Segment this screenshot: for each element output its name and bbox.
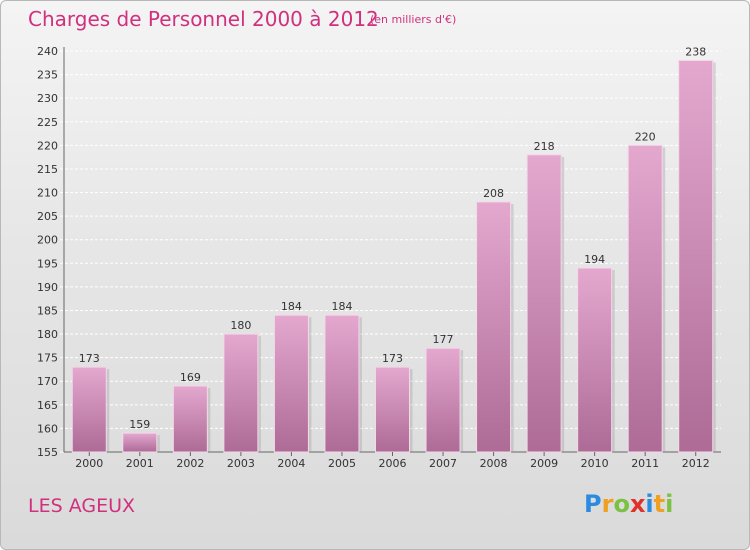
bar (325, 315, 359, 452)
bar (477, 202, 511, 452)
data-label: 194 (584, 253, 605, 266)
data-label: 173 (79, 352, 100, 365)
data-label: 159 (129, 418, 150, 431)
y-tick-label: 235 (37, 69, 58, 82)
data-label: 169 (180, 371, 201, 384)
data-label: 184 (281, 300, 302, 313)
place-name: LES AGEUX (28, 495, 135, 517)
bar (123, 433, 157, 452)
x-tick-label: 2005 (328, 457, 356, 470)
x-tick-label: 2011 (631, 457, 659, 470)
data-label: 173 (382, 352, 403, 365)
y-tick-label: 200 (37, 234, 58, 247)
x-tick-label: 2001 (126, 457, 154, 470)
x-tick-label: 2004 (277, 457, 305, 470)
y-tick-label: 160 (37, 422, 58, 435)
proxiti-logo: Proxiti (584, 490, 673, 518)
y-tick-label: 225 (37, 116, 58, 129)
x-tick-label: 2006 (379, 457, 407, 470)
y-tick-label: 210 (37, 187, 58, 200)
logo-letter: i (665, 490, 673, 518)
x-tick-label: 2012 (682, 457, 710, 470)
logo-letter: o (613, 490, 630, 518)
bar (578, 268, 612, 452)
bar (628, 145, 662, 452)
data-label: 184 (331, 300, 352, 313)
y-tick-label: 180 (37, 328, 58, 341)
y-tick-label: 230 (37, 92, 58, 105)
bar (173, 386, 207, 452)
bar-chart: 155 160 165 170 175 180 185 190 195 200 205 210 215 2… (1, 1, 750, 550)
y-tick-label: 220 (37, 139, 58, 152)
data-label: 238 (685, 45, 706, 58)
data-label: 180 (230, 319, 251, 332)
y-tick-label: 165 (37, 399, 58, 412)
bar (224, 334, 258, 452)
bar (274, 315, 308, 452)
bar (679, 60, 713, 452)
y-tick-label: 170 (37, 375, 58, 388)
x-tick-label: 2009 (530, 457, 558, 470)
bar (376, 367, 410, 452)
data-label: 177 (433, 333, 454, 346)
x-tick-label: 2002 (176, 457, 204, 470)
y-tick-label: 240 (37, 45, 58, 58)
data-label: 220 (635, 130, 656, 143)
y-tick-label: 215 (37, 163, 58, 176)
logo-letter: P (584, 490, 602, 518)
x-tick-label: 2003 (227, 457, 255, 470)
logo-letter: x (630, 490, 645, 518)
y-tick-label: 175 (37, 352, 58, 365)
data-label: 218 (534, 140, 555, 153)
bar (426, 348, 460, 452)
y-tick-label: 185 (37, 304, 58, 317)
logo-letter: i (645, 490, 653, 518)
bar (72, 367, 106, 452)
x-tick-label: 2000 (75, 457, 103, 470)
y-tick-label: 195 (37, 257, 58, 270)
logo-letter: t (654, 490, 665, 518)
y-tick-label: 190 (37, 281, 58, 294)
logo-letter: r (602, 490, 614, 518)
x-tick-label: 2007 (429, 457, 457, 470)
x-tick-label: 2010 (581, 457, 609, 470)
x-tick-label: 2008 (480, 457, 508, 470)
data-label: 208 (483, 187, 504, 200)
y-tick-label: 155 (37, 446, 58, 459)
chart-frame: Charges de Personnel 2000 à 2012 (en mil… (0, 0, 750, 550)
bar (527, 155, 561, 452)
y-tick-label: 205 (37, 210, 58, 223)
